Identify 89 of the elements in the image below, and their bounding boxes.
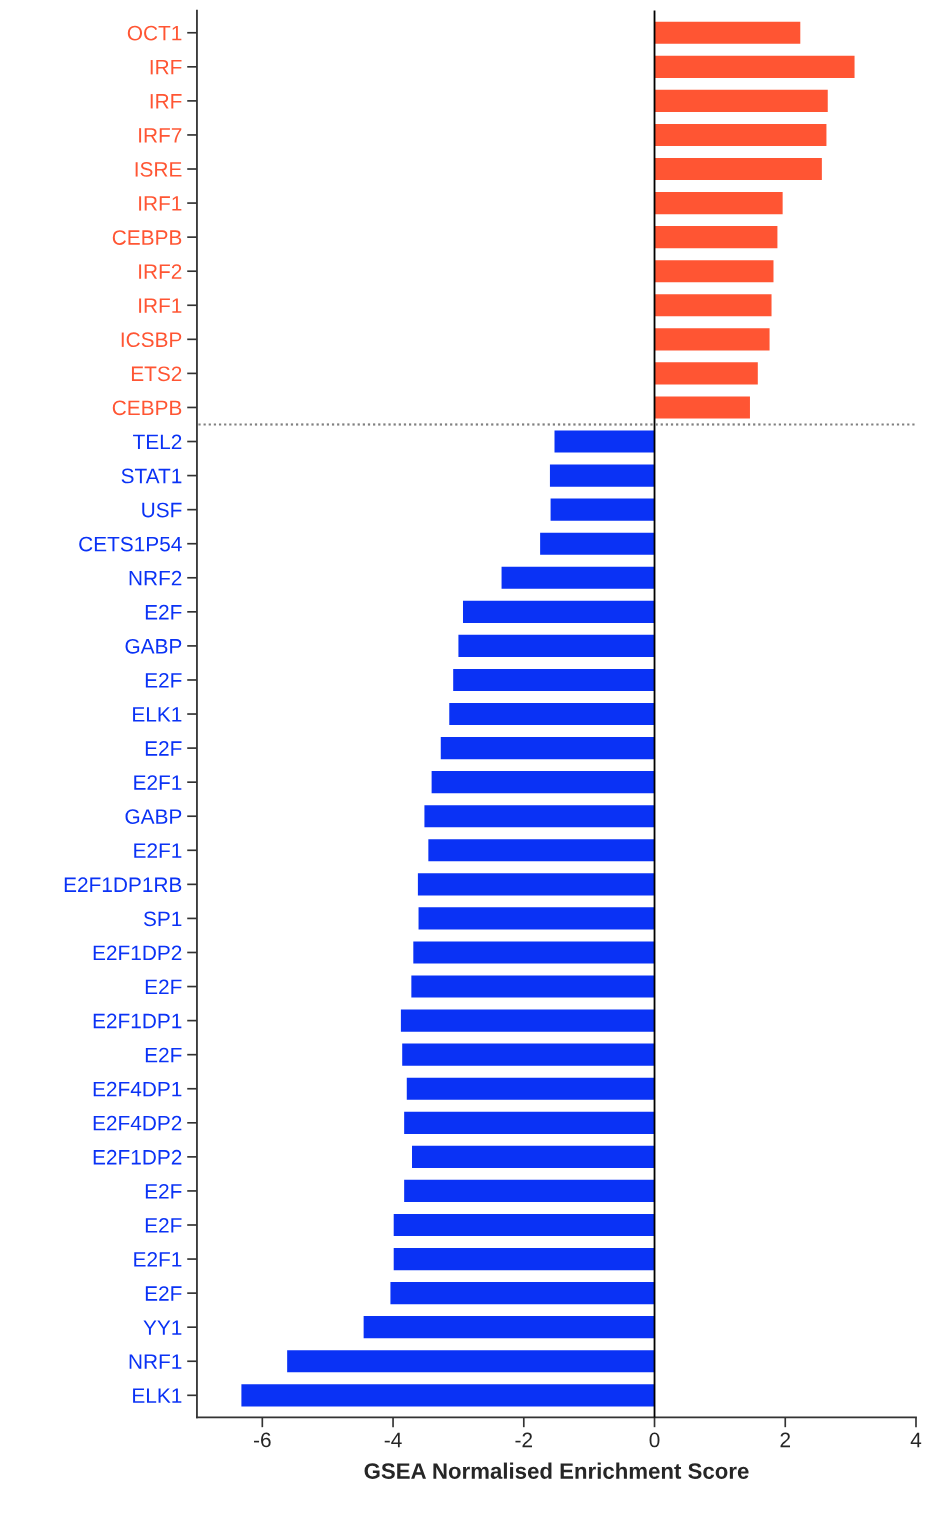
bar	[431, 771, 655, 794]
y-tick-label: USF	[142, 502, 182, 518]
bar	[428, 839, 655, 862]
y-tick-label: ELK1	[133, 707, 182, 722]
y-tick-label: SP1	[143, 911, 182, 927]
bar	[654, 157, 822, 181]
bar	[654, 396, 750, 419]
bar	[393, 1213, 655, 1237]
x-axis-title: GSEA Normalised Enrichment Score	[364, 1462, 749, 1479]
y-tick-label: NRF2	[129, 570, 182, 586]
bar	[440, 737, 655, 760]
y-tick-label: OCT1	[127, 25, 182, 41]
bar	[402, 1043, 655, 1066]
bar	[390, 1282, 655, 1305]
bar	[654, 260, 774, 283]
y-tick-label: ISRE	[135, 162, 182, 177]
bar	[549, 464, 655, 487]
bar	[654, 55, 855, 78]
bar	[412, 1145, 655, 1168]
x-tick-label: -4	[384, 1432, 402, 1448]
x-tick-label: -6	[253, 1432, 271, 1448]
y-tick-label: GABP	[125, 638, 182, 654]
bar	[404, 1111, 655, 1134]
bar	[404, 1179, 655, 1202]
y-tick-label: E2F1	[134, 843, 182, 858]
y-tick-label: IRF1	[139, 196, 182, 211]
x-tick-label: 4	[910, 1432, 922, 1448]
y-tick-label: IRF	[150, 60, 182, 75]
y-tick-label: STAT1	[121, 468, 182, 484]
bar	[411, 975, 655, 998]
y-tick-label: ETS2	[131, 366, 182, 382]
bar	[449, 702, 655, 726]
x-tick-label: -2	[515, 1432, 532, 1448]
y-tick-label: E2F	[145, 1218, 182, 1233]
bar	[654, 89, 828, 112]
bar	[654, 362, 758, 385]
bar	[241, 1384, 655, 1407]
bar	[400, 1009, 655, 1032]
y-tick-label: IRF1	[139, 298, 182, 313]
y-tick-label: YY1	[143, 1320, 182, 1335]
y-tick-label: CEBPB	[112, 230, 182, 245]
bar	[654, 21, 801, 44]
x-tick-label: 2	[780, 1432, 791, 1448]
bar	[654, 123, 827, 147]
y-tick-label: TEL2	[133, 434, 182, 450]
y-tick-label: E2F4DP1	[93, 1081, 182, 1097]
y-tick-label: IRF	[150, 94, 182, 109]
y-tick-label: E2F1	[134, 775, 182, 790]
bar	[363, 1316, 655, 1339]
y-tick-label: E2F	[145, 1183, 182, 1199]
bar	[417, 873, 655, 896]
y-tick-label: E2F1DP2	[93, 945, 182, 961]
y-tick-label: E2F1DP1	[93, 1013, 182, 1029]
y-tick-label: IRF2	[139, 264, 182, 279]
y-tick-label: E2F	[145, 672, 182, 688]
bar	[501, 566, 655, 589]
y-tick-label: E2F4DP2	[93, 1115, 182, 1131]
y-tick-label: IRF7	[139, 128, 182, 143]
y-tick-label: E2F	[145, 1047, 182, 1063]
bar	[550, 498, 655, 521]
y-tick-label: E2F	[145, 741, 182, 756]
bar	[406, 1077, 655, 1100]
bar	[654, 192, 783, 215]
bar	[540, 532, 655, 555]
bar	[413, 941, 655, 964]
bar	[654, 226, 778, 249]
bar	[418, 907, 655, 930]
y-tick-label: E2F	[145, 979, 182, 995]
y-tick-label: E2F1DP2	[93, 1149, 182, 1165]
y-tick-label: CEBPB	[112, 400, 182, 416]
bar	[458, 634, 655, 657]
y-tick-label: ICSBP	[121, 332, 182, 348]
y-tick-label: E2F	[145, 1286, 182, 1301]
bar	[654, 294, 772, 317]
x-tick-label: 0	[649, 1432, 660, 1448]
bar	[424, 805, 655, 828]
y-tick-label: CETS1P54	[79, 536, 182, 552]
y-tick-label: GABP	[125, 809, 182, 824]
bar	[453, 668, 655, 692]
bar	[463, 600, 655, 623]
y-tick-label: NRF1	[129, 1354, 182, 1369]
bar	[654, 328, 770, 351]
bar	[554, 430, 655, 453]
y-tick-label: E2F1DP1RB	[64, 877, 182, 892]
y-tick-label: ELK1	[133, 1388, 182, 1403]
y-tick-label: E2F1	[134, 1252, 182, 1267]
bar	[287, 1350, 655, 1373]
y-tick-label: E2F	[145, 604, 182, 620]
bar	[393, 1247, 655, 1271]
